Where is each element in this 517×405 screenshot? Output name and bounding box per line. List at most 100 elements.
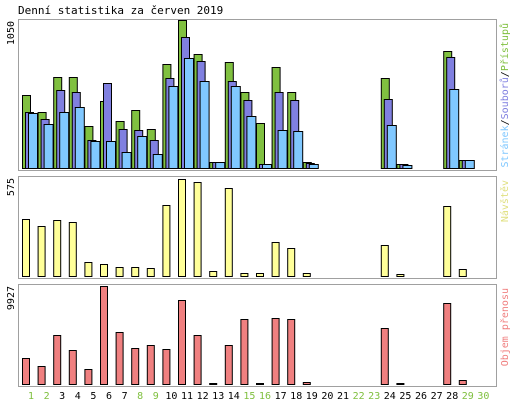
ymax-label-visits: 575: [6, 178, 17, 196]
bar-kbytes-objem-p-enosu-day-17: [271, 318, 280, 385]
bar-visits-n-v-t-v-day-18: [287, 248, 296, 277]
bar-traffic-p-stup--day-16: [256, 123, 265, 169]
day-label-19: 19: [306, 391, 318, 402]
bar-kbytes-objem-p-enosu-day-28: [443, 303, 452, 385]
bar-visits-n-v-t-v-day-17: [271, 242, 280, 277]
bar-kbytes-objem-p-enosu-day-11: [178, 300, 186, 385]
bar-traffic-str-nek-day-10: [168, 86, 179, 169]
bar-visits-n-v-t-v-day-12: [193, 182, 202, 277]
day-label-20: 20: [321, 391, 333, 402]
ymax-label-traffic: 1050: [6, 21, 17, 45]
day-label-1: 1: [28, 391, 34, 402]
day-label-4: 4: [75, 391, 81, 402]
day-label-26: 26: [415, 391, 427, 402]
legend-entry: Souborů: [499, 77, 511, 119]
bar-traffic-str-nek-day-11: [184, 58, 194, 169]
ymax-label-kbytes: 9927: [6, 286, 17, 310]
bar-kbytes-objem-p-enosu-day-14: [224, 345, 233, 385]
bar-traffic-str-nek-day-13: [215, 162, 226, 169]
day-label-22: 22: [353, 391, 365, 402]
bar-traffic-str-nek-day-16: [262, 164, 272, 169]
day-label-11: 11: [181, 391, 193, 402]
bar-visits-n-v-t-v-day-7: [115, 267, 124, 277]
bar-kbytes-objem-p-enosu-day-29: [458, 380, 467, 385]
bar-visits-n-v-t-v-day-24: [380, 245, 389, 277]
bar-traffic-str-nek-day-6: [106, 141, 116, 169]
bar-traffic-str-nek-day-28: [449, 89, 460, 169]
bar-kbytes-objem-p-enosu-day-9: [146, 345, 155, 385]
day-label-12: 12: [197, 391, 209, 402]
bar-visits-n-v-t-v-day-3: [53, 220, 62, 277]
day-label-17: 17: [275, 391, 287, 402]
legend-traffic: Stránek/Souborů/Přístupů: [499, 23, 511, 168]
bar-visits-n-v-t-v-day-9: [146, 268, 155, 277]
bar-visits-n-v-t-v-day-5: [84, 262, 93, 277]
bar-traffic-str-nek-day-25: [402, 165, 413, 169]
bar-traffic-str-nek-day-4: [74, 107, 85, 169]
panel-frame-visits: [18, 176, 497, 279]
bar-traffic-str-nek-day-17: [277, 130, 288, 169]
bar-kbytes-objem-p-enosu-day-1: [22, 358, 30, 385]
bar-traffic-str-nek-day-29: [464, 160, 475, 169]
bar-visits-n-v-t-v-day-6: [100, 264, 108, 277]
day-label-7: 7: [122, 391, 128, 402]
day-label-5: 5: [90, 391, 96, 402]
bar-traffic-str-nek-day-2: [43, 124, 54, 169]
day-label-8: 8: [137, 391, 143, 402]
chart-title: Denní statistika za červen 2019: [18, 4, 223, 17]
bar-kbytes-objem-p-enosu-day-6: [100, 286, 108, 385]
bar-traffic-str-nek-day-5: [90, 141, 101, 169]
day-label-24: 24: [384, 391, 396, 402]
bar-traffic-str-nek-day-1: [28, 113, 38, 169]
day-label-21: 21: [337, 391, 349, 402]
day-label-30: 30: [477, 391, 489, 402]
bar-visits-n-v-t-v-day-25: [396, 274, 405, 277]
bar-traffic-str-nek-day-24: [386, 125, 397, 169]
bar-kbytes-objem-p-enosu-day-24: [380, 328, 389, 385]
day-label-28: 28: [446, 391, 458, 402]
day-label-18: 18: [290, 391, 302, 402]
bar-traffic-str-nek-day-15: [246, 116, 257, 169]
panel-frame-traffic: [18, 19, 497, 171]
bar-kbytes-objem-p-enosu-day-15: [240, 319, 249, 385]
bar-visits-n-v-t-v-day-14: [224, 188, 233, 277]
bar-kbytes-objem-p-enosu-day-25: [396, 383, 405, 385]
bar-visits-n-v-t-v-day-2: [37, 226, 46, 277]
legend-entry: Návštěv: [499, 180, 511, 222]
bar-kbytes-objem-p-enosu-day-19: [302, 382, 311, 385]
day-label-25: 25: [399, 391, 411, 402]
day-label-2: 2: [44, 391, 50, 402]
legend-entry: /: [500, 119, 511, 125]
bar-traffic-str-nek-day-14: [230, 86, 241, 169]
bar-visits-n-v-t-v-day-16: [256, 273, 264, 277]
bar-visits-n-v-t-v-day-4: [68, 222, 77, 277]
day-label-13: 13: [212, 391, 224, 402]
day-label-6: 6: [106, 391, 112, 402]
day-label-10: 10: [165, 391, 177, 402]
bar-kbytes-objem-p-enosu-day-18: [287, 319, 296, 385]
bar-kbytes-objem-p-enosu-day-2: [37, 366, 46, 385]
day-label-9: 9: [153, 391, 159, 402]
bar-kbytes-objem-p-enosu-day-13: [209, 383, 218, 385]
panel-frame-kbytes: [18, 284, 497, 387]
bar-visits-n-v-t-v-day-28: [443, 206, 452, 277]
bar-visits-n-v-t-v-day-19: [302, 273, 311, 277]
day-label-23: 23: [368, 391, 380, 402]
legend-kbytes: Objem přenosu: [499, 288, 511, 366]
bar-visits-n-v-t-v-day-1: [22, 219, 30, 277]
bar-visits-n-v-t-v-day-13: [209, 271, 218, 277]
bar-traffic-str-nek-day-3: [59, 112, 70, 169]
bar-traffic-str-nek-day-7: [121, 152, 132, 169]
bar-visits-n-v-t-v-day-10: [162, 205, 171, 277]
bar-kbytes-objem-p-enosu-day-12: [193, 335, 202, 385]
bar-kbytes-objem-p-enosu-day-8: [131, 348, 140, 385]
day-label-29: 29: [462, 391, 474, 402]
legend-entry: Objem přenosu: [499, 288, 511, 366]
legend-entry: Stránek: [499, 125, 511, 167]
day-label-3: 3: [59, 391, 65, 402]
day-label-16: 16: [259, 391, 271, 402]
bar-traffic-str-nek-day-18: [293, 131, 304, 169]
day-label-15: 15: [243, 391, 255, 402]
